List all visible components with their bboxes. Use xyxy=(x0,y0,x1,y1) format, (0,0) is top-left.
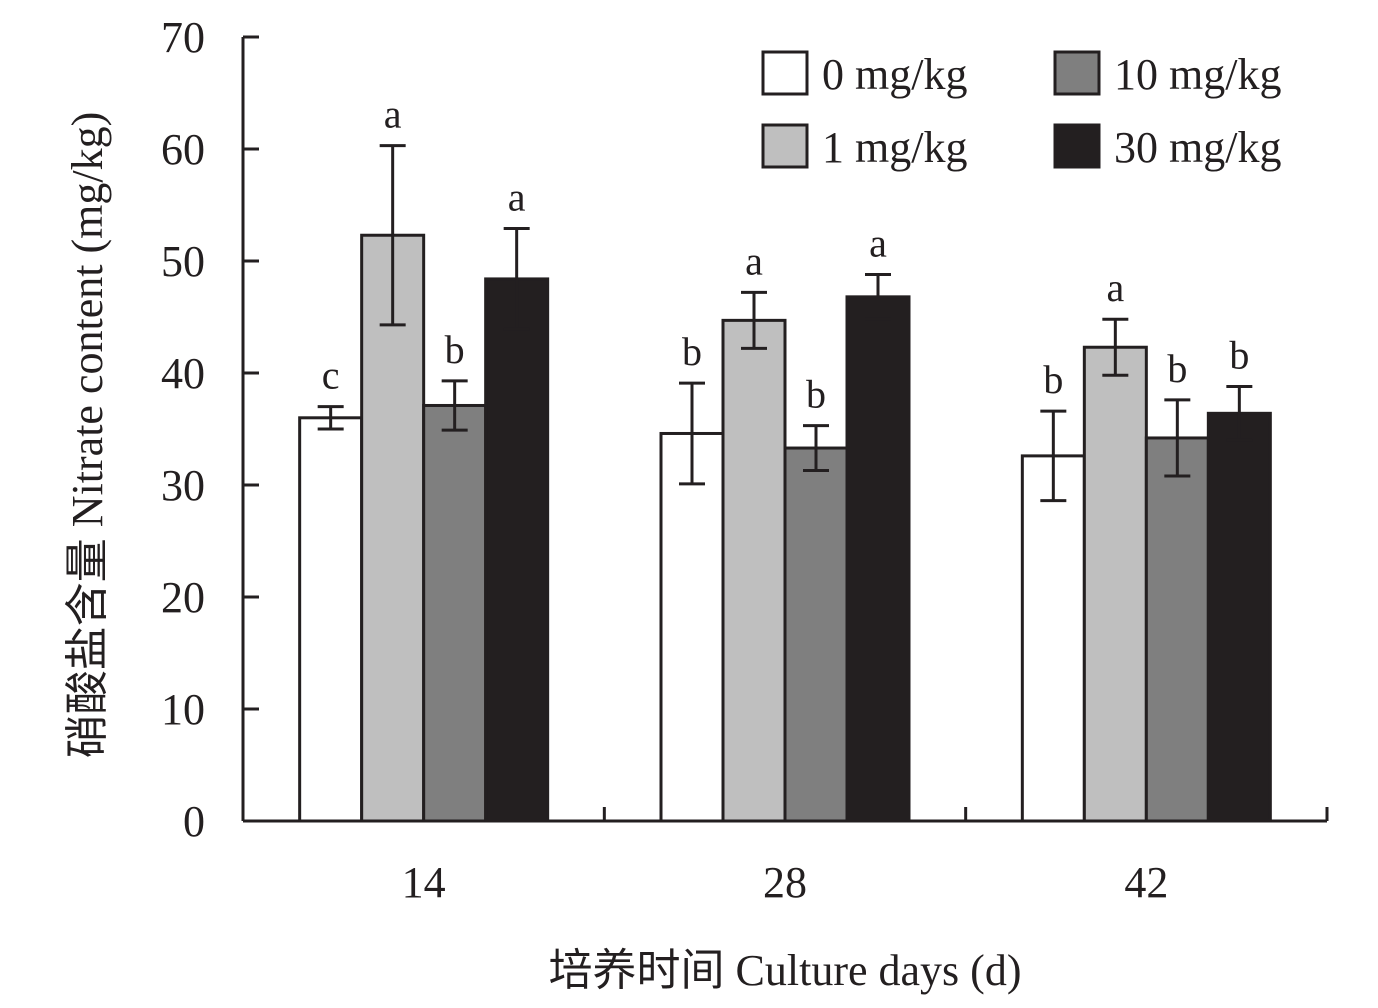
sig-label-1-0: a xyxy=(384,92,402,137)
bar-2-2 xyxy=(1144,436,1210,823)
bar-2-0 xyxy=(422,403,488,823)
legend-swatch-3 xyxy=(1053,123,1101,169)
sig-label-2-2: b xyxy=(1167,346,1187,391)
y-axis-title: 硝酸盐含量 Nitrate content (mg/kg) xyxy=(63,112,112,758)
bar-3-1 xyxy=(845,295,911,823)
legend-item-2: 10 mg/kg xyxy=(1053,50,1281,99)
legend: 0 mg/kg 1 mg/kg 10 mg/kg 30 mg/kg xyxy=(761,50,1281,172)
sig-label-3-0: a xyxy=(508,175,526,220)
sig-label-0-1: b xyxy=(682,329,702,374)
y-tick-label-5: 50 xyxy=(161,237,205,286)
sig-label-3-1: a xyxy=(869,220,887,265)
bar-0-2 xyxy=(1020,454,1086,823)
x-tick-label-1: 28 xyxy=(763,858,807,907)
bar-1-1 xyxy=(721,318,787,823)
legend-label-3: 30 mg/kg xyxy=(1114,123,1281,172)
sig-label-1-1: a xyxy=(745,238,763,283)
sig-label-1-2: a xyxy=(1106,265,1124,310)
y-tick-label-4: 40 xyxy=(161,349,205,398)
y-tick-label-1: 10 xyxy=(161,685,205,734)
sig-label-2-0: b xyxy=(445,327,465,372)
bar-0-1 xyxy=(659,431,725,823)
y-tick-label-6: 60 xyxy=(161,125,205,174)
legend-item-0: 0 mg/kg xyxy=(761,50,967,99)
bar-1-2 xyxy=(1082,345,1148,823)
legend-swatch-0 xyxy=(761,50,809,96)
y-tick-label-0: 0 xyxy=(183,797,205,846)
legend-swatch-1 xyxy=(761,123,809,169)
bar-2-1 xyxy=(783,446,849,823)
legend-item-3: 30 mg/kg xyxy=(1053,123,1281,172)
x-axis-title: 培养时间 Culture days (d) xyxy=(549,946,1022,995)
legend-label-0: 0 mg/kg xyxy=(822,50,967,99)
bar-3-0 xyxy=(484,277,550,823)
sig-label-2-1: b xyxy=(806,372,826,417)
y-tick-label-3: 30 xyxy=(161,461,205,510)
legend-item-1: 1 mg/kg xyxy=(761,123,967,172)
sig-label-0-2: b xyxy=(1043,357,1063,402)
x-tick-label-2: 42 xyxy=(1124,858,1168,907)
y-tick-label-7: 70 xyxy=(161,13,205,62)
sig-label-3-2: b xyxy=(1229,332,1249,377)
bar-3-2 xyxy=(1206,411,1272,823)
sig-label-0-0: c xyxy=(322,353,340,398)
bar-0-0 xyxy=(298,416,364,823)
x-tick-label-0: 14 xyxy=(402,858,446,907)
legend-label-1: 1 mg/kg xyxy=(822,123,967,172)
legend-label-2: 10 mg/kg xyxy=(1114,50,1281,99)
y-tick-label-2: 20 xyxy=(161,573,205,622)
legend-swatch-2 xyxy=(1053,50,1101,96)
